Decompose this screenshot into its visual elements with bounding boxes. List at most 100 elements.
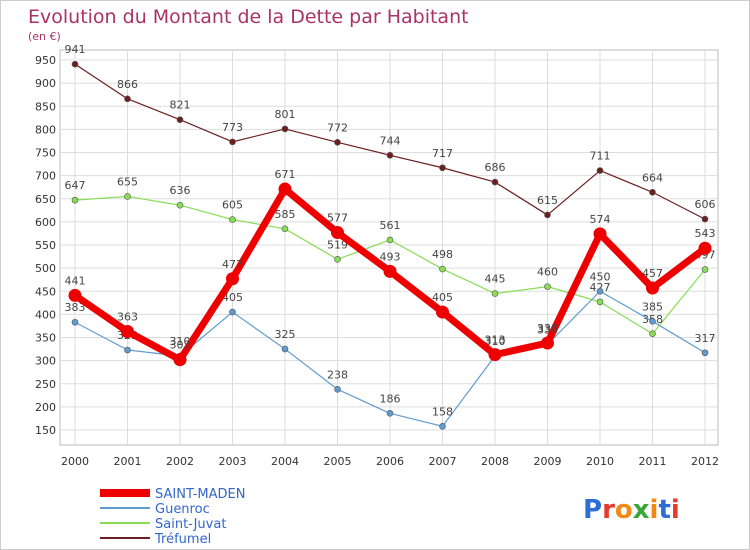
data-point-saint-juvat [491, 290, 499, 297]
data-point-saint-juvat [386, 236, 394, 244]
data-label-guenroc: 385 [642, 300, 663, 313]
data-point-saint-maden [278, 182, 292, 196]
data-point-guenroc [71, 318, 79, 326]
y-tick-label: 700 [35, 170, 56, 183]
chart-subtitle: (en €) [28, 30, 61, 43]
data-point-saint-maden [436, 305, 449, 319]
chart-title: Evolution du Montant de la Dette par Hab… [28, 6, 469, 28]
data-label-saint-maden: 302 [170, 339, 191, 352]
data-label-tr-fumel: 686 [485, 161, 506, 174]
data-label-saint-juvat: 585 [275, 208, 296, 221]
data-point-saint-maden [488, 348, 502, 362]
data-point-guenroc [124, 346, 131, 354]
y-tick-label: 500 [35, 262, 56, 275]
data-point-guenroc [439, 422, 446, 430]
data-point-saint-juvat [334, 256, 341, 263]
y-tick-label: 450 [35, 285, 56, 298]
data-label-tr-fumel: 866 [117, 78, 138, 91]
data-point-guenroc [281, 345, 289, 353]
data-label-saint-maden: 574 [590, 213, 611, 226]
data-point-saint-juvat [176, 201, 184, 209]
data-point-saint-juvat [649, 330, 656, 338]
data-point-tr-fumel [596, 167, 604, 174]
data-label-saint-juvat: 427 [590, 281, 611, 294]
data-label-tr-fumel: 744 [380, 134, 401, 147]
data-label-guenroc: 405 [222, 291, 243, 304]
data-label-guenroc: 238 [327, 368, 348, 381]
y-axis: 150 200 250 300 350 400 450 500 550 600 650 700 750 8… [35, 54, 56, 437]
data-point-guenroc [596, 287, 604, 295]
x-tick-label: 2006 [376, 455, 404, 468]
legend-label-guenroc: Guenroc [155, 502, 210, 517]
data-label-saint-maden: 671 [275, 168, 296, 181]
data-label-saint-juvat: 460 [537, 266, 558, 279]
x-axis: 2000 2001 2002 2003 2004 2005 2006 2007 2008 2009… [61, 455, 719, 468]
y-tick-label: 850 [35, 100, 56, 113]
y-tick-label: 250 [35, 378, 56, 391]
logo-text: Proxiti [583, 495, 680, 525]
data-label-tr-fumel: 717 [432, 147, 453, 160]
legend-label-saint-maden: SAINT-MADEN [155, 487, 245, 502]
data-label-saint-maden: 313 [485, 334, 506, 347]
data-label-guenroc: 450 [590, 270, 611, 283]
data-label-saint-maden: 577 [327, 212, 348, 225]
data-point-tr-fumel [334, 139, 341, 146]
data-point-tr-fumel [281, 125, 289, 133]
proxiti-logo: Proxiti [583, 495, 680, 525]
data-point-tr-fumel [229, 138, 236, 146]
data-point-saint-maden [541, 336, 554, 350]
data-point-tr-fumel [491, 178, 499, 186]
data-label-saint-juvat: 561 [380, 219, 401, 232]
x-tick-label: 2010 [586, 455, 614, 468]
y-tick-label: 600 [35, 216, 56, 229]
data-point-saint-juvat [124, 193, 131, 200]
data-point-tr-fumel [386, 151, 394, 159]
x-tick-label: 2001 [114, 455, 142, 468]
y-tick-label: 400 [35, 308, 56, 321]
grid [60, 50, 718, 445]
data-label-tr-fumel: 821 [170, 99, 191, 112]
x-tick-label: 2012 [691, 455, 719, 468]
data-label-tr-fumel: 615 [537, 194, 558, 207]
data-label-guenroc: 317 [695, 332, 716, 345]
data-label-tr-fumel: 606 [695, 198, 716, 211]
y-tick-label: 800 [35, 123, 56, 136]
data-point-guenroc [701, 349, 709, 357]
data-label-saint-maden: 543 [695, 227, 716, 240]
y-tick-label: 300 [35, 355, 56, 368]
y-tick-label: 650 [35, 193, 56, 206]
x-tick-label: 2004 [271, 455, 299, 468]
data-label-guenroc: 325 [275, 328, 296, 341]
data-point-saint-maden [383, 264, 397, 278]
data-point-saint-maden [593, 227, 607, 241]
data-point-saint-maden [646, 281, 659, 295]
data-point-guenroc [334, 385, 341, 393]
x-tick-label: 2008 [481, 455, 509, 468]
data-point-saint-maden [68, 288, 82, 302]
data-point-saint-maden [173, 353, 187, 367]
x-tick-label: 2005 [324, 455, 352, 468]
data-label-tr-fumel: 801 [275, 108, 296, 121]
x-tick-label: 2007 [429, 455, 457, 468]
data-label-saint-juvat: 519 [327, 238, 348, 251]
data-label-saint-juvat: 605 [222, 199, 243, 212]
x-tick-label: 2011 [639, 455, 667, 468]
data-label-tr-fumel: 664 [642, 171, 663, 184]
data-label-tr-fumel: 772 [327, 121, 348, 134]
data-label-saint-maden: 363 [117, 310, 138, 323]
data-point-saint-maden [698, 241, 712, 255]
data-label-saint-juvat: 445 [485, 273, 506, 286]
y-tick-label: 350 [35, 332, 56, 345]
x-tick-label: 2009 [534, 455, 562, 468]
data-point-saint-juvat [596, 298, 604, 306]
legend-label-tr-fumel: Tréfumel [154, 532, 211, 547]
x-tick-label: 2003 [219, 455, 247, 468]
data-label-saint-juvat: 498 [432, 248, 453, 261]
data-point-saint-juvat [544, 283, 551, 290]
y-tick-label: 900 [35, 77, 56, 90]
y-tick-label: 550 [35, 239, 56, 252]
data-label-saint-juvat: 647 [65, 179, 86, 192]
data-label-guenroc: 158 [432, 405, 453, 418]
